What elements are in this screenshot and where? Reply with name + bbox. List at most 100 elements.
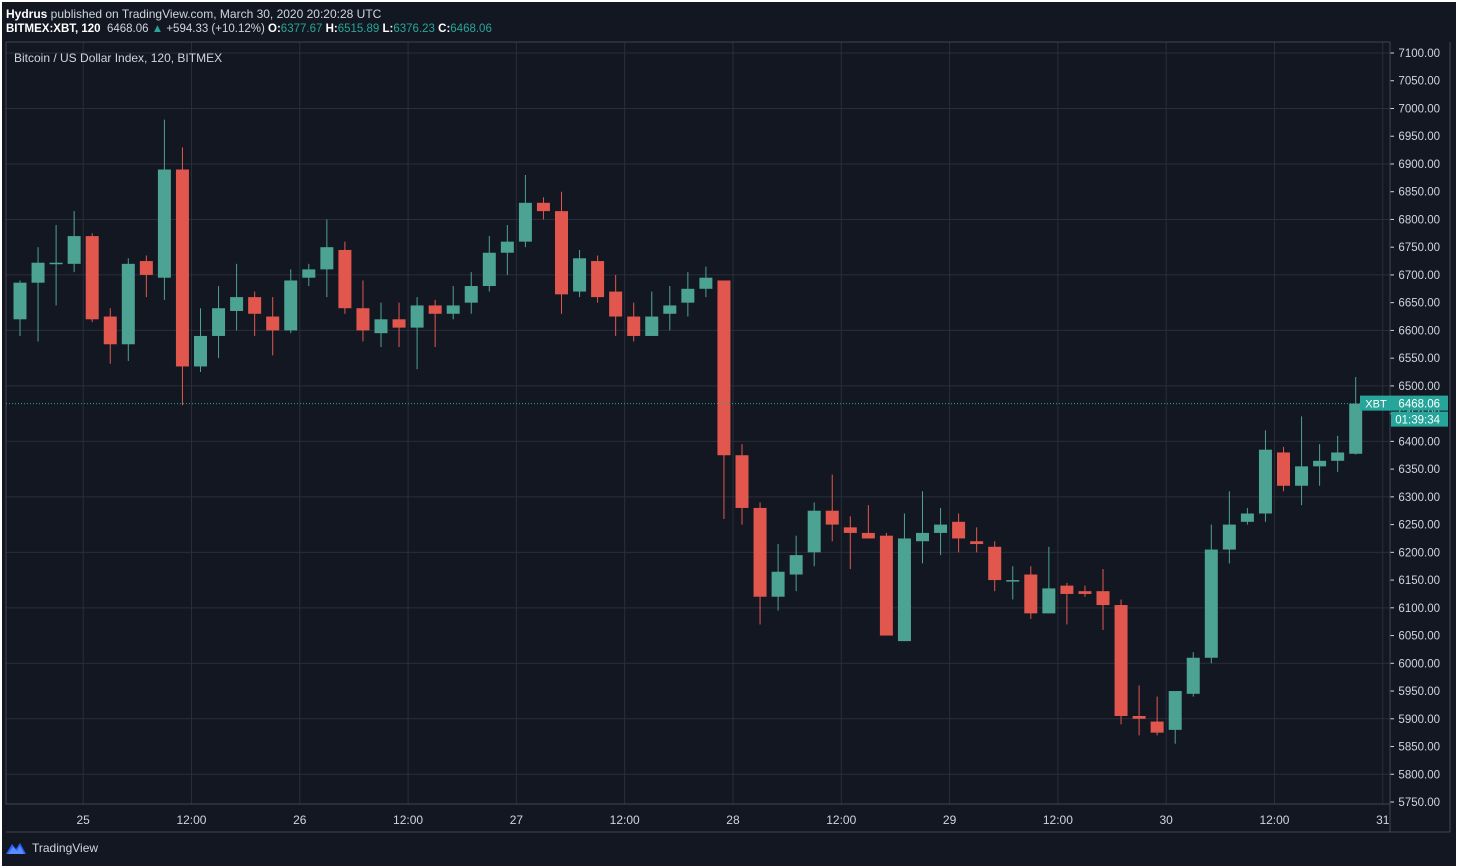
close-label: C: [438, 23, 451, 35]
y-tick-label: 6700.00 [1398, 270, 1440, 282]
candle-up [464, 272, 478, 314]
candle-down [103, 308, 117, 364]
candle-down [717, 280, 731, 520]
candle-down [1114, 599, 1128, 725]
candle-body [771, 571, 785, 597]
y-tick-label: 6100.00 [1398, 603, 1440, 615]
candle-body [356, 308, 370, 331]
open-label: O: [268, 23, 281, 35]
countdown-badge [1391, 411, 1448, 427]
candle-body [1132, 716, 1146, 719]
candle-up [789, 535, 803, 592]
candle-down [591, 255, 605, 303]
y-tick-label: 7000.00 [1398, 103, 1440, 115]
candle-body [67, 236, 81, 264]
x-tick-label: 12:00 [610, 813, 640, 827]
candle-down [338, 241, 352, 314]
x-tick-label: 12:00 [1043, 813, 1073, 827]
candle-body [555, 211, 568, 295]
candle-up [1042, 546, 1056, 614]
candle-up [1295, 416, 1309, 506]
candle-down [1096, 568, 1110, 631]
y-tick-label: 6150.00 [1398, 575, 1440, 587]
candle-up [67, 211, 81, 273]
x-tick-label: 26 [293, 813, 307, 827]
y-tick-label: 7100.00 [1398, 48, 1440, 60]
close-value: 6468.06 [450, 23, 492, 35]
candle-up [121, 258, 135, 361]
candle-down [356, 280, 370, 342]
candle-body [681, 288, 695, 303]
candle-up [897, 513, 911, 642]
y-tick-label: 6950.00 [1398, 131, 1440, 143]
candle-up [916, 491, 929, 564]
candle-body [1060, 585, 1074, 594]
candle-body [338, 249, 352, 309]
low-value: 6376.23 [393, 23, 435, 35]
candle-up [194, 308, 207, 373]
candle-body [482, 252, 496, 287]
candle-body [266, 316, 280, 331]
candle-body [1024, 574, 1038, 614]
footer-brand[interactable]: TradingView [4, 840, 98, 856]
x-tick-label: 12:00 [1259, 813, 1289, 827]
candle-down [627, 302, 641, 342]
axes: 25 12:00 26 12:00 27 12:00 28 12:00 29 12:00 30 12:… [5, 41, 1451, 833]
candle-down [843, 516, 857, 569]
candle-body [861, 532, 875, 539]
last-price-badge [1391, 395, 1448, 411]
y-tick-label: 5750.00 [1398, 797, 1440, 809]
candle-body [1331, 452, 1345, 461]
last-price: 6468.06 [106, 23, 149, 35]
y-tick-label: 6200.00 [1398, 547, 1440, 559]
y-tick-label: 6850.00 [1398, 187, 1440, 199]
candle-body [320, 247, 334, 270]
y-tick-label: 6800.00 [1398, 214, 1440, 226]
candle-body [753, 507, 767, 597]
candle-body [609, 291, 623, 317]
candle-body [717, 280, 731, 456]
candle-body [591, 261, 605, 298]
candle-body [1204, 549, 1218, 658]
candle-body [139, 261, 153, 275]
candle-body [699, 277, 713, 289]
x-tick-label: 30 [1159, 813, 1173, 827]
x-tick-label: 25 [76, 813, 90, 827]
candle-body [1313, 460, 1327, 467]
candle-body [31, 262, 45, 283]
pane-border [5, 41, 1391, 805]
symbol-info: BITMEX:XBT, 120 6468.06 ▲ +594.33 (+10.1… [6, 23, 492, 35]
candle-up [320, 219, 334, 298]
symbol-name[interactable]: BITMEX:XBT, 120 [6, 23, 101, 35]
y-tick-label: 6050.00 [1398, 631, 1440, 643]
candle-body [735, 455, 749, 508]
candle-up [681, 272, 695, 317]
y-tick-label: 6250.00 [1398, 520, 1440, 532]
candle-body [157, 169, 171, 278]
candle-body [1096, 591, 1110, 606]
candle-down [248, 291, 262, 336]
candle-body [392, 319, 406, 328]
candle-body [103, 316, 117, 345]
candle-up [771, 544, 785, 611]
candle-body [1222, 524, 1236, 550]
candle-body [1168, 691, 1182, 730]
y-tick-label: 6400.00 [1398, 436, 1440, 448]
candle-body [663, 305, 677, 314]
candle-body [1349, 403, 1363, 454]
x-tick-label: 29 [943, 813, 957, 827]
candle-body [970, 541, 984, 545]
candle-down [1060, 582, 1074, 625]
candle-down [85, 233, 99, 323]
candle-down [988, 541, 1002, 592]
candle-body [175, 169, 189, 367]
candle-body [518, 202, 532, 242]
published-text: published on TradingView.com, March 30, … [47, 7, 382, 21]
author-name[interactable]: Hydrus [6, 7, 48, 21]
x-tick-label: 31 [1376, 813, 1390, 827]
y-tick-label: 6000.00 [1398, 658, 1440, 670]
y-tick-label: 5850.00 [1398, 742, 1440, 754]
candle-body [212, 308, 226, 336]
